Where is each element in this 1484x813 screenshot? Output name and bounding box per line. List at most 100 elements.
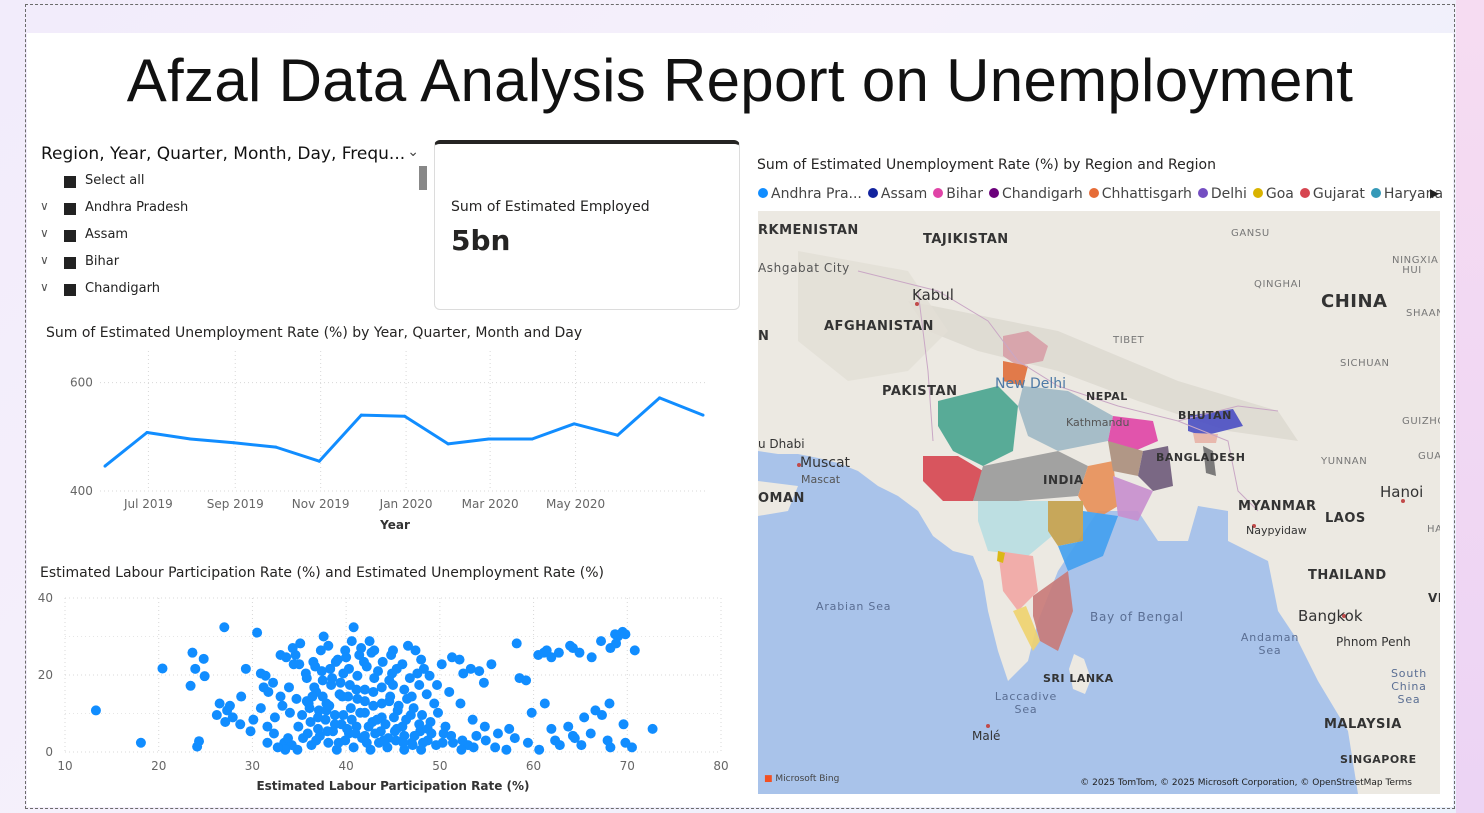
scatter-point[interactable]: [268, 677, 279, 688]
scatter-point[interactable]: [596, 710, 607, 721]
legend-item[interactable]: Bihar: [933, 186, 983, 202]
scatter-point[interactable]: [190, 663, 201, 674]
scatter-point[interactable]: [338, 710, 349, 721]
scatter-point[interactable]: [390, 735, 401, 746]
legend-item[interactable]: Gujarat: [1299, 186, 1365, 202]
scatter-point[interactable]: [604, 698, 615, 709]
scatter-point[interactable]: [194, 736, 205, 747]
scatter-point[interactable]: [366, 647, 377, 658]
scatter-point[interactable]: [355, 707, 366, 718]
scatter-point[interactable]: [330, 656, 341, 667]
scatter-point[interactable]: [283, 733, 294, 744]
scatter-point[interactable]: [407, 740, 418, 751]
scatter-point[interactable]: [620, 629, 631, 640]
line-point[interactable]: [317, 459, 321, 463]
scatter-point[interactable]: [90, 705, 101, 716]
scatter-point[interactable]: [318, 631, 329, 642]
scatter-point[interactable]: [214, 698, 225, 709]
scatter-point[interactable]: [323, 640, 334, 651]
scatter-point[interactable]: [342, 723, 353, 734]
scatter-point[interactable]: [348, 742, 359, 753]
scatter-point[interactable]: [211, 710, 222, 721]
scatter-point[interactable]: [240, 663, 251, 674]
scatter-point[interactable]: [414, 719, 425, 730]
line-series[interactable]: [104, 396, 704, 468]
line-point[interactable]: [658, 396, 662, 400]
line-point[interactable]: [616, 433, 620, 437]
scatter-point[interactable]: [478, 677, 489, 688]
scatter-point[interactable]: [596, 636, 607, 647]
scatter-point[interactable]: [410, 645, 421, 656]
scatter-point[interactable]: [405, 710, 416, 721]
legend-item[interactable]: Goa: [1252, 186, 1294, 202]
scatter-point[interactable]: [414, 680, 425, 691]
scatter-point[interactable]: [521, 675, 532, 686]
checkbox[interactable]: [64, 230, 76, 242]
scatter-point[interactable]: [157, 663, 168, 674]
scatter-point[interactable]: [346, 714, 357, 725]
scatter-point[interactable]: [377, 656, 388, 667]
scatter-point[interactable]: [444, 686, 455, 697]
scatter-point[interactable]: [429, 698, 440, 709]
scatter-point[interactable]: [295, 638, 306, 649]
scatter-point[interactable]: [534, 744, 545, 755]
scatter-point[interactable]: [356, 643, 367, 654]
scatter-point[interactable]: [311, 735, 322, 746]
line-point[interactable]: [103, 464, 107, 468]
scatter-point[interactable]: [458, 668, 469, 679]
legend-item[interactable]: Assam: [867, 186, 927, 202]
scatter-point[interactable]: [522, 737, 533, 748]
map-visual[interactable]: Sum of Estimated Unemployment Rate (%) b…: [744, 140, 1453, 806]
scatter-point[interactable]: [269, 712, 280, 723]
scatter-point[interactable]: [236, 691, 247, 702]
scatter-point[interactable]: [486, 659, 497, 670]
scatter-point[interactable]: [248, 714, 259, 725]
scatter-point[interactable]: [480, 735, 491, 746]
scatter-point[interactable]: [245, 726, 256, 737]
scatter-point[interactable]: [335, 677, 346, 688]
scatter-point[interactable]: [351, 684, 362, 695]
legend-item[interactable]: Haryana: [1370, 186, 1443, 202]
scatter-point[interactable]: [574, 647, 585, 658]
scatter-point[interactable]: [359, 696, 370, 707]
scatter-point[interactable]: [322, 726, 333, 737]
scatter-chart[interactable]: Estimated Labour Participation Rate (%) …: [27, 549, 743, 805]
scatter-point[interactable]: [263, 686, 274, 697]
scatter-point[interactable]: [343, 663, 354, 674]
line-point[interactable]: [188, 437, 192, 441]
scatter-point[interactable]: [468, 742, 479, 753]
expand-chevron-icon[interactable]: ∨: [40, 199, 49, 213]
scatter-point[interactable]: [235, 719, 246, 730]
scatter-point[interactable]: [432, 680, 443, 691]
slicer-scrollbar[interactable]: [419, 166, 427, 190]
scatter-point[interactable]: [346, 636, 357, 647]
scatter-point[interactable]: [275, 691, 286, 702]
scatter-point[interactable]: [219, 622, 230, 633]
scatter-point[interactable]: [291, 693, 302, 704]
scatter-point[interactable]: [399, 684, 410, 695]
scatter-point[interactable]: [334, 689, 345, 700]
scatter-point[interactable]: [341, 652, 352, 663]
legend-item[interactable]: Chandigarh: [988, 186, 1083, 202]
map-area[interactable]: RKMENISTAN TAJIKISTAN GANSU Ashgabat Cit…: [758, 211, 1440, 794]
scatter-point[interactable]: [283, 682, 294, 693]
chevron-down-icon[interactable]: ⌄: [407, 144, 419, 160]
scatter-point[interactable]: [455, 698, 466, 709]
line-point[interactable]: [701, 413, 705, 417]
scatter-point[interactable]: [474, 666, 485, 677]
scatter-point[interactable]: [647, 723, 658, 734]
scatter-point[interactable]: [417, 737, 428, 748]
line-point[interactable]: [530, 437, 534, 441]
scatter-point[interactable]: [421, 689, 432, 700]
scatter-point[interactable]: [227, 712, 238, 723]
scatter-point[interactable]: [386, 649, 397, 660]
scatter-point[interactable]: [304, 703, 315, 714]
legend-item[interactable]: Andhra Pra...: [758, 186, 862, 202]
scatter-point[interactable]: [620, 737, 631, 748]
scatter-point[interactable]: [187, 647, 198, 658]
scatter-point[interactable]: [343, 691, 354, 702]
scatter-point[interactable]: [402, 693, 413, 704]
scatter-point[interactable]: [268, 728, 279, 739]
line-point[interactable]: [403, 414, 407, 418]
scatter-point[interactable]: [280, 744, 291, 755]
